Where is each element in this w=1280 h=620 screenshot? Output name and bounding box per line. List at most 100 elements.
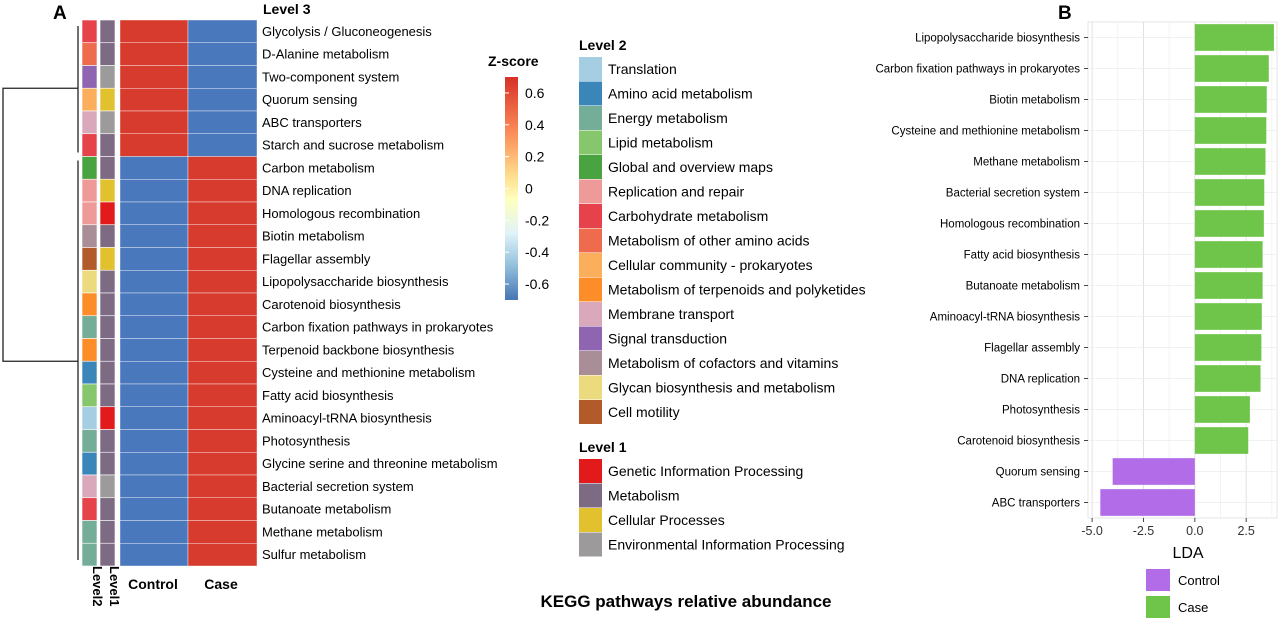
row-labels: Glycolysis / Gluconeogenesis D-Alanine me… xyxy=(262,24,498,562)
level2-legend: Translation Amino acid metabolism Energy m… xyxy=(579,57,866,424)
level2-swatch xyxy=(579,106,602,130)
category-label: Carotenoid biosynthesis xyxy=(957,436,1080,448)
level1-cell xyxy=(99,474,116,499)
level1-swatch xyxy=(579,508,602,532)
row-label: ABC transporters xyxy=(262,115,362,130)
level1-cell xyxy=(99,360,116,385)
heatmap-cell-case xyxy=(187,338,258,362)
heatmap-cell-case xyxy=(187,520,258,544)
level2-legend-label: Metabolism of cofactors and vitamins xyxy=(608,355,838,371)
level2-cell xyxy=(81,338,98,362)
heatmap-cell-case xyxy=(187,65,258,89)
level1-legend-label: Cellular Processes xyxy=(608,512,725,528)
lda-legend: Control Case xyxy=(1146,569,1220,618)
heatmap-cell-control xyxy=(119,361,189,385)
zscore-title: Z-score xyxy=(488,53,539,69)
level2-swatch xyxy=(579,375,602,400)
level2-cell xyxy=(81,360,98,385)
col-label-case: Case xyxy=(204,576,238,592)
level2-cell xyxy=(81,133,98,157)
heatmap-cell-case xyxy=(187,474,258,498)
level2-swatch xyxy=(579,277,602,302)
dendrogram-root-branch xyxy=(2,87,78,362)
level2-swatch xyxy=(579,400,602,424)
row-label: Biotin metabolism xyxy=(262,229,365,244)
level1-cell xyxy=(99,65,116,89)
heatmap-cell-case xyxy=(187,133,258,157)
level2-swatch xyxy=(579,179,602,204)
lda-bar xyxy=(1194,148,1266,175)
level1-cell xyxy=(99,19,116,44)
level2-cell xyxy=(81,247,98,271)
heatmap-cell-case xyxy=(187,42,258,66)
level1-cell xyxy=(99,383,116,408)
x-tick-label: 0.0 xyxy=(1186,524,1203,538)
level1-legend-label: Genetic Information Processing xyxy=(608,463,803,479)
heatmap-cell-control xyxy=(119,383,189,407)
level2-legend-label: Glycan biosynthesis and metabolism xyxy=(608,380,835,396)
level2-cell xyxy=(81,178,98,203)
level2-legend-label: Cellular community - prokaryotes xyxy=(608,257,813,273)
level1-cell xyxy=(99,338,116,362)
level2-swatch xyxy=(579,253,602,277)
lda-bar xyxy=(1194,179,1265,206)
level2-cell xyxy=(81,87,98,112)
heatmap-cell-case xyxy=(187,429,258,453)
level2-swatch xyxy=(579,302,602,326)
lda-bar xyxy=(1194,272,1263,299)
dendrogram xyxy=(2,26,79,560)
level1-cell xyxy=(99,201,116,226)
bar-label-level2: Level2 xyxy=(90,566,105,606)
level1-cell xyxy=(99,542,116,567)
heatmap-cell-case xyxy=(187,179,258,203)
heatmap-cell-case xyxy=(187,201,258,225)
row-label: Quorum sensing xyxy=(262,92,357,107)
heatmap-cell-control xyxy=(119,133,189,157)
heatmap-cell-control xyxy=(119,179,189,203)
lda-bar xyxy=(1194,427,1249,454)
level2-swatch xyxy=(579,204,602,228)
category-label: Bacterial secretion system xyxy=(946,188,1080,200)
level2-legend-label: Metabolism of other amino acids xyxy=(608,233,810,249)
category-label: DNA replication xyxy=(1001,374,1080,386)
heatmap-cell-control xyxy=(119,452,189,476)
level1-cell xyxy=(99,42,116,66)
level3-title: Level 3 xyxy=(263,1,311,17)
level2-cell xyxy=(81,520,98,544)
level2-swatch xyxy=(579,155,602,179)
heatmap-cell-case xyxy=(187,156,258,180)
level1-cell xyxy=(99,133,116,157)
level2-legend-label: Carbohydrate metabolism xyxy=(608,208,768,224)
lda-bar xyxy=(1194,303,1262,330)
level1-cell xyxy=(99,87,116,112)
level1-legend-label: Environmental Information Processing xyxy=(608,537,845,553)
level1-cell xyxy=(99,178,116,203)
lda-bar xyxy=(1100,489,1195,516)
level1-cell xyxy=(99,520,116,544)
row-label: Glycine serine and threonine metabolism xyxy=(262,456,498,471)
level2-swatch xyxy=(579,81,602,106)
lda-bar xyxy=(1194,365,1261,392)
level1-legend: Genetic Information Processing Metabolism… xyxy=(579,459,845,557)
heatmap-cell-case xyxy=(187,270,258,294)
row-label: Photosynthesis xyxy=(262,433,351,448)
lda-legend-swatch xyxy=(1146,596,1170,618)
x-tick-label: -5.0 xyxy=(1081,524,1103,538)
heatmap-cell-case xyxy=(187,361,258,385)
lda-bar xyxy=(1194,396,1250,423)
level1-swatch xyxy=(579,532,602,557)
row-label: Homologous recombination xyxy=(262,206,420,221)
row-label: Fatty acid biosynthesis xyxy=(262,388,394,403)
row-label: D-Alanine metabolism xyxy=(262,47,389,62)
row-label: DNA replication xyxy=(262,183,352,198)
heatmap xyxy=(119,19,258,567)
lda-bar xyxy=(1194,241,1263,268)
level1-cell xyxy=(99,497,116,521)
row-label: Glycolysis / Gluconeogenesis xyxy=(262,24,432,39)
category-label: Photosynthesis xyxy=(1002,405,1080,417)
zscore-tick-label: 0 xyxy=(525,181,533,197)
heatmap-cell-control xyxy=(119,270,189,294)
lda-axis-label: LDA xyxy=(1172,545,1203,562)
level2-legend-label: Lipid metabolism xyxy=(608,135,713,151)
